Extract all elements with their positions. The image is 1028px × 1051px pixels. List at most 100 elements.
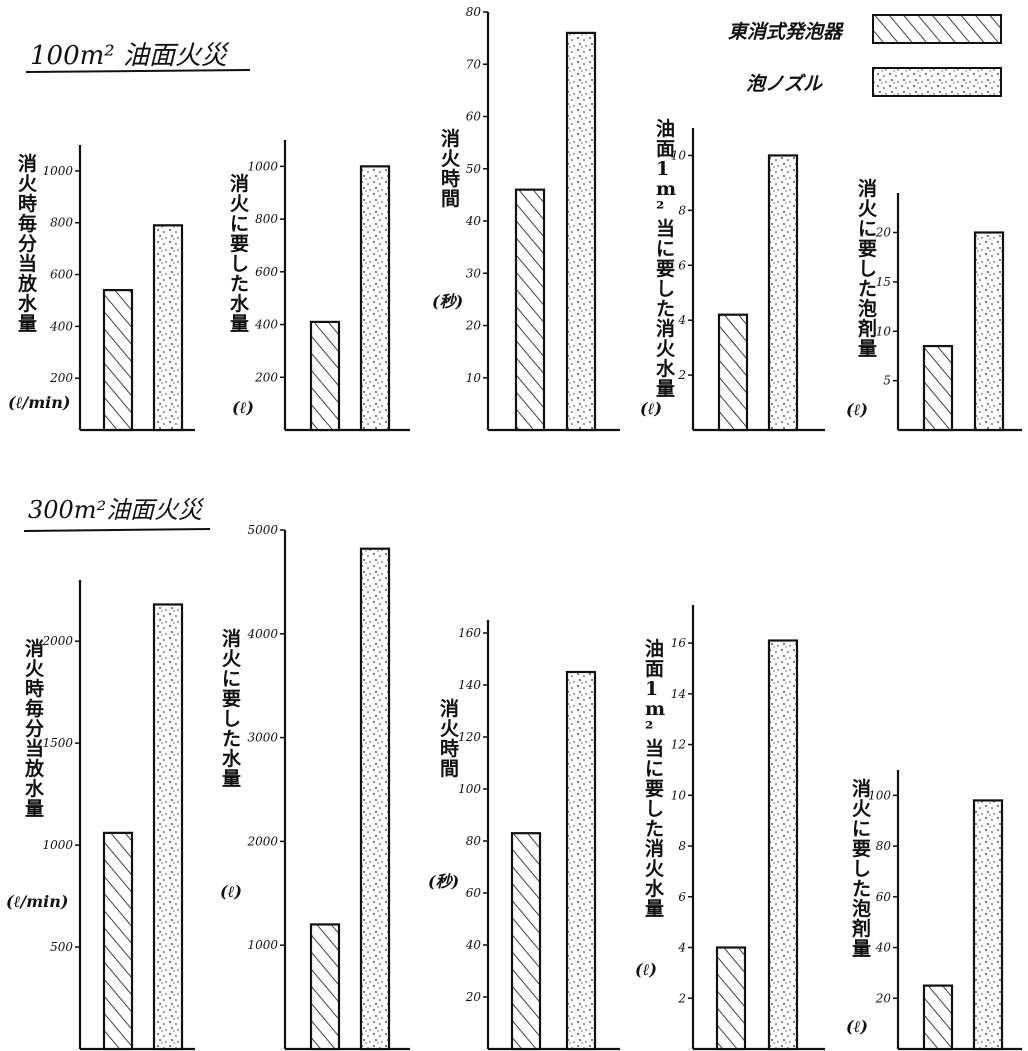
y-tick-label: 10	[876, 324, 892, 338]
y-tick-label: 10	[671, 148, 687, 162]
y-tick-label: 140	[458, 678, 481, 692]
section-title-100-text: 100m² 油面火災	[30, 41, 230, 71]
y-axis-label: 消火に要した泡剤量	[851, 777, 872, 960]
unit-label: (秒)	[428, 872, 459, 891]
y-tick-label: 20	[465, 319, 482, 333]
section-title-100-underline	[25, 69, 251, 73]
y-tick-label: 120	[458, 730, 481, 744]
y-tick-label: 15	[876, 275, 891, 289]
y-tick-label: 200	[49, 371, 73, 385]
section-title-300-text: 300m²油面火災	[28, 496, 205, 524]
y-tick-label: 70	[466, 57, 482, 71]
bar-hatch	[510, 832, 542, 1051]
y-tick-label: 12	[671, 738, 686, 752]
y-tick-label: 160	[458, 626, 481, 640]
bar-dots	[152, 603, 184, 1051]
y-axis-label: 油面 1 m ² 当に要した消火水量	[656, 118, 676, 400]
y-tick-label: 40	[465, 214, 482, 228]
unit-label: (ℓ)	[846, 1017, 868, 1036]
unit-label: (秒)	[432, 292, 463, 311]
y-axis-label: 消火時間	[441, 127, 461, 210]
y-tick-label: 4	[677, 941, 686, 955]
y-tick-label: 20	[465, 990, 482, 1004]
y-axis-label: 消火に要した水量	[230, 172, 250, 335]
y-axis-label: 油面 1 m ² 当に要した消火水量	[645, 638, 665, 920]
y-tick-label: 20	[875, 991, 892, 1005]
y-tick-label: 400	[254, 318, 278, 332]
y-tick-label: 50	[466, 162, 482, 176]
y-tick-label: 10	[466, 371, 482, 385]
bar-hatch	[922, 344, 954, 432]
y-tick-label: 1000	[247, 938, 278, 952]
y-tick-label: 1000	[42, 838, 73, 852]
y-tick-label: 4000	[246, 627, 278, 641]
bar-dots	[565, 31, 597, 432]
y-tick-label: 6	[678, 890, 686, 904]
y-tick-label: 8	[678, 203, 686, 217]
y-axis-label: 消火に要した泡剤量	[857, 177, 878, 360]
y-tick-label: 100	[868, 788, 891, 802]
bar-hatch	[102, 288, 134, 432]
y-tick-label: 400	[49, 319, 73, 333]
unit-label: (ℓ)	[232, 398, 254, 417]
y-tick-label: 60	[466, 110, 482, 124]
legend-item-dots: 泡ノズル	[746, 67, 1002, 97]
y-tick-label: 60	[876, 890, 892, 904]
bar-hatch	[715, 946, 747, 1051]
y-tick-label: 1500	[42, 736, 73, 750]
bar-hatch	[717, 313, 749, 432]
unit-label: (ℓ)	[635, 960, 657, 979]
y-tick-label: 2000	[246, 834, 278, 848]
y-tick-label: 80	[466, 5, 482, 19]
unit-label: (ℓ/min)	[6, 892, 68, 911]
legend-label-dots: 泡ノズル	[746, 73, 823, 95]
y-tick-label: 10	[671, 788, 687, 802]
chart-panel-1: 200 400 600 800 1000 消火時毎分当放水量 (ℓ/min)	[8, 145, 195, 432]
bar-dots	[767, 639, 799, 1051]
y-tick-label: 2	[677, 368, 686, 382]
bar-dots	[972, 799, 1004, 1051]
y-tick-label: 14	[671, 687, 686, 701]
bar-hatch	[102, 831, 134, 1051]
unit-label: (ℓ)	[846, 400, 868, 419]
y-tick-label: 4	[677, 313, 686, 327]
section-title-300-underline	[23, 528, 211, 532]
y-tick-label: 20	[875, 226, 892, 240]
y-tick-label: 2	[677, 991, 686, 1005]
y-tick-label: 6	[678, 258, 686, 272]
unit-label: (ℓ)	[220, 882, 242, 901]
chart-panel-7: 1000 2000 3000 4000 5000 消火に要した水量 (ℓ)	[220, 523, 410, 1051]
y-tick-label: 1000	[42, 164, 73, 178]
section-title-300: 300m²油面火災	[23, 496, 211, 532]
bar-dots	[565, 670, 597, 1051]
y-axis-label: 消火に要した水量	[222, 627, 242, 790]
y-tick-label: 3000	[247, 731, 278, 745]
legend-swatch-dots	[872, 67, 1002, 97]
bar-hatch	[514, 188, 546, 432]
unit-label: (ℓ/min)	[8, 393, 70, 412]
y-tick-label: 1000	[247, 159, 278, 173]
y-tick-label: 16	[671, 636, 687, 650]
y-axis-label: 消火時毎分当放水量	[24, 637, 45, 820]
y-tick-label: 600	[50, 268, 73, 282]
y-tick-label: 5000	[247, 523, 278, 537]
chart-panel-3: 10 20 30 40 50 60 70 80 消火時間 (秒)	[432, 5, 620, 432]
y-axis-label: 消火時毎分当放水量	[17, 152, 38, 335]
bar-dots	[359, 165, 391, 432]
y-tick-label: 80	[876, 839, 892, 853]
unit-label: (ℓ)	[640, 399, 662, 418]
bar-dots	[359, 547, 391, 1051]
y-tick-label: 5	[883, 374, 891, 388]
section-title-100: 100m² 油面火災	[25, 41, 251, 73]
chart-panel-8: 20 40 60 80 100 120 140 160 消火時間 (秒)	[428, 620, 620, 1051]
y-tick-label: 800	[255, 212, 278, 226]
y-tick-label: 8	[678, 839, 686, 853]
legend: 東消式発泡器 泡ノズル	[728, 14, 1002, 97]
y-axis-label: 消火時間	[440, 697, 460, 780]
